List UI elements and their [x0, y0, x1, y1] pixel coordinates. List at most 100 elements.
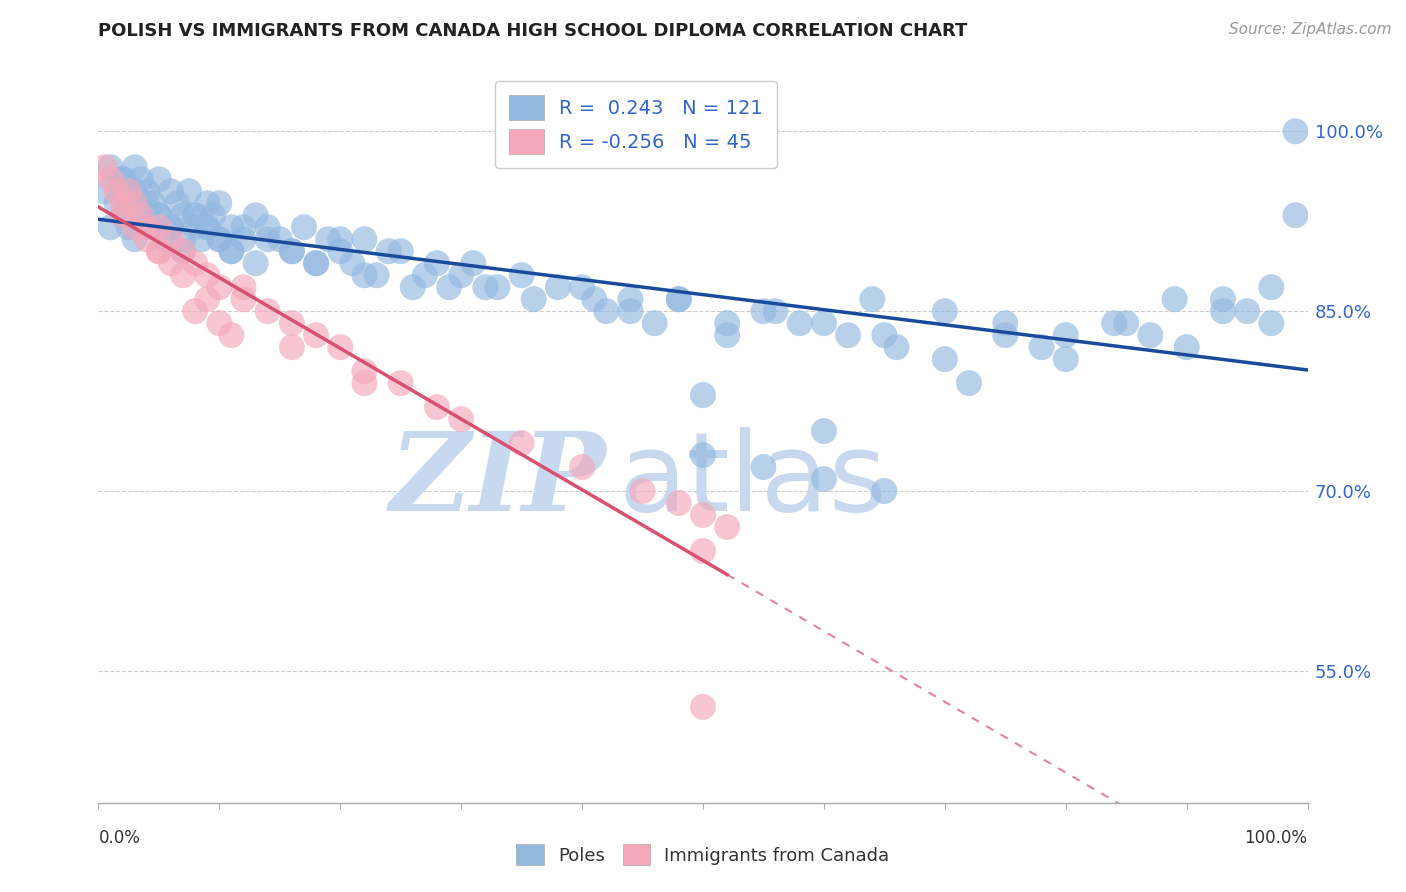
Point: [245, 256, 267, 270]
Point: [172, 208, 194, 222]
Text: POLISH VS IMMIGRANTS FROM CANADA HIGH SCHOOL DIPLOMA CORRELATION CHART: POLISH VS IMMIGRANTS FROM CANADA HIGH SC…: [98, 22, 967, 40]
Point: [426, 400, 449, 414]
Point: [1175, 340, 1198, 354]
Point: [208, 196, 231, 211]
Point: [105, 184, 128, 198]
Point: [208, 316, 231, 330]
Point: [129, 208, 152, 222]
Point: [1163, 292, 1185, 306]
Point: [160, 220, 183, 235]
Point: [232, 292, 254, 306]
Point: [172, 268, 194, 283]
Point: [510, 268, 533, 283]
Point: [1284, 208, 1306, 222]
Point: [202, 208, 225, 222]
Point: [595, 304, 617, 318]
Point: [135, 220, 157, 235]
Point: [837, 328, 859, 343]
Point: [148, 172, 170, 186]
Point: [100, 220, 122, 235]
Point: [571, 460, 593, 475]
Point: [256, 232, 278, 246]
Point: [510, 436, 533, 450]
Point: [105, 196, 128, 211]
Point: [232, 220, 254, 235]
Point: [692, 508, 714, 522]
Point: [873, 483, 896, 498]
Point: [195, 220, 218, 235]
Point: [195, 220, 218, 235]
Point: [413, 268, 436, 283]
Point: [547, 280, 569, 294]
Point: [316, 232, 339, 246]
Point: [100, 172, 122, 186]
Point: [765, 304, 787, 318]
Point: [860, 292, 883, 306]
Point: [631, 483, 654, 498]
Text: 0.0%: 0.0%: [98, 829, 141, 847]
Point: [124, 184, 146, 198]
Point: [232, 232, 254, 246]
Point: [353, 364, 375, 378]
Point: [994, 328, 1017, 343]
Point: [668, 496, 690, 510]
Point: [118, 184, 141, 198]
Point: [179, 184, 201, 198]
Point: [1054, 352, 1077, 367]
Point: [135, 196, 157, 211]
Point: [1236, 304, 1258, 318]
Point: [305, 256, 328, 270]
Text: 100.0%: 100.0%: [1244, 829, 1308, 847]
Point: [221, 328, 243, 343]
Point: [668, 292, 690, 306]
Point: [172, 244, 194, 259]
Text: Source: ZipAtlas.com: Source: ZipAtlas.com: [1229, 22, 1392, 37]
Point: [716, 316, 738, 330]
Point: [221, 244, 243, 259]
Text: atlas: atlas: [619, 427, 887, 534]
Point: [1139, 328, 1161, 343]
Point: [1212, 292, 1234, 306]
Point: [124, 196, 146, 211]
Point: [195, 196, 218, 211]
Legend: Poles, Immigrants from Canada: Poles, Immigrants from Canada: [508, 835, 898, 874]
Point: [160, 220, 183, 235]
Point: [486, 280, 509, 294]
Point: [208, 280, 231, 294]
Point: [813, 316, 835, 330]
Point: [135, 220, 157, 235]
Point: [153, 232, 176, 246]
Point: [256, 220, 278, 235]
Point: [172, 244, 194, 259]
Point: [692, 544, 714, 558]
Point: [111, 172, 134, 186]
Point: [1212, 304, 1234, 318]
Point: [619, 292, 641, 306]
Point: [166, 196, 188, 211]
Y-axis label: High School Diploma: High School Diploma: [0, 351, 8, 524]
Point: [160, 232, 183, 246]
Point: [135, 232, 157, 246]
Point: [402, 280, 425, 294]
Point: [692, 699, 714, 714]
Point: [129, 172, 152, 186]
Point: [450, 268, 472, 283]
Point: [195, 268, 218, 283]
Point: [100, 161, 122, 175]
Point: [957, 376, 980, 391]
Point: [124, 196, 146, 211]
Point: [1031, 340, 1053, 354]
Point: [208, 232, 231, 246]
Point: [1115, 316, 1137, 330]
Point: [160, 184, 183, 198]
Point: [342, 256, 364, 270]
Point: [789, 316, 811, 330]
Point: [1054, 328, 1077, 343]
Point: [195, 292, 218, 306]
Point: [93, 184, 115, 198]
Point: [329, 244, 352, 259]
Point: [184, 304, 207, 318]
Point: [111, 208, 134, 222]
Point: [752, 460, 775, 475]
Point: [160, 256, 183, 270]
